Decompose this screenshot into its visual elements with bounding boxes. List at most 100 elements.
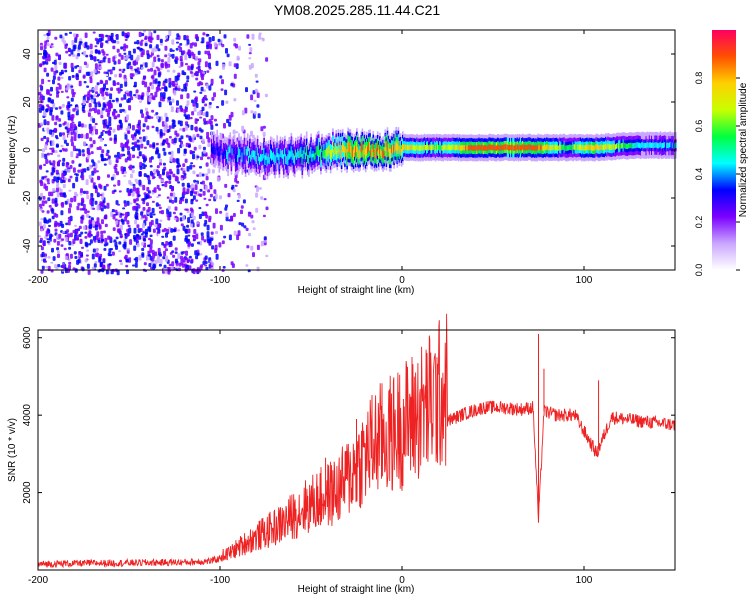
spectrogram-noise-cell (94, 186, 98, 189)
spectrogram-ridge-cell (404, 144, 406, 150)
spectrogram-noise-cell (175, 265, 179, 268)
spectrogram-noise-cell (129, 73, 133, 78)
spectrogram-noise-cell (61, 238, 65, 241)
spectrogram-noise-cell (199, 188, 203, 192)
spectrogram-noise-cell (87, 71, 91, 76)
spectrogram-noise-cell (43, 119, 47, 126)
spectrogram-noise-cell (144, 232, 148, 238)
spectrogram-noise-cell (165, 232, 168, 238)
spectrogram-noise-cell (116, 40, 120, 45)
spectrogram-noise-cell (221, 79, 224, 85)
spectrogram-noise-cell (121, 31, 125, 37)
spectrogram-noise-cell (163, 250, 167, 257)
spectrogram-ridge-cell (284, 148, 286, 157)
spectrogram-ridge-cell (552, 144, 555, 150)
spectrogram-noise-cell (66, 107, 70, 111)
spectrogram-noise-cell (162, 139, 166, 143)
spectrogram-noise-cell (83, 124, 87, 128)
spectrogram-noise-cell (183, 109, 187, 114)
spectrogram-ridge-cell (566, 145, 569, 151)
spectrogram-noise-cell (143, 238, 147, 242)
spectrogram-noise-cell (139, 41, 143, 46)
spectrogram-ridge-cell (359, 150, 361, 159)
spectrogram-noise-cell (136, 55, 140, 61)
spectrogram-noise-cell (157, 233, 161, 237)
spectrogram-noise-cell (180, 177, 184, 181)
spectrogram-noise-cell (146, 140, 150, 146)
spectrogram-noise-cell (209, 193, 213, 198)
spectrogram-noise-cell (129, 65, 133, 70)
spectrogram-noise-cell (131, 125, 135, 131)
spectrogram-noise-cell (263, 236, 267, 241)
spectrogram-noise-cell (156, 34, 160, 41)
spectrogram-noise-cell (201, 106, 205, 111)
colorbar-ticks: 0.00.20.40.60.8 (694, 72, 740, 276)
spectrogram-ridge-cell (405, 144, 407, 151)
spectrogram-noise-cell (120, 55, 124, 60)
spectrogram-ridge-cell (261, 154, 263, 162)
spectrogram-noise-cell (60, 210, 64, 216)
spectrogram-noise-cell (190, 243, 194, 247)
spectrogram-noise-cell (68, 203, 72, 208)
spectrogram-ridge-cell (559, 144, 561, 150)
spectrogram-noise-cell (115, 97, 119, 102)
spectrogram-noise-cell (255, 80, 259, 83)
spectrogram-noise-cell (82, 43, 86, 47)
spectrogram-ridge-cell (253, 150, 256, 160)
spectrogram-noise-cell (182, 127, 186, 132)
spectrogram-noise-cell (187, 217, 191, 223)
spectrogram-noise-cell (71, 67, 75, 73)
spectrogram-noise-cell (205, 120, 209, 125)
spectrogram-noise-cell (101, 238, 105, 242)
spectrogram-noise-cell (109, 127, 112, 131)
spectrogram-noise-cell (204, 255, 208, 260)
spectrogram-noise-cell (100, 207, 104, 212)
spectrogram-noise-cell (257, 113, 261, 119)
spectrogram-ridge-cell (629, 142, 631, 149)
spectrogram-ridge-cell (459, 145, 462, 151)
spectrogram-ridge-cell (604, 144, 606, 151)
spectrogram-noise-cell (260, 126, 264, 132)
spectrogram-ridge-cell (507, 145, 510, 151)
spectrogram-noise-cell (130, 134, 134, 139)
spectrogram-noise-cell (260, 240, 264, 247)
spectrogram-noise-cell (135, 181, 139, 184)
spectrogram-noise-cell (202, 146, 206, 151)
spectrogram-noise-cell (89, 137, 93, 142)
spectrogram-ridge-cell (245, 149, 248, 156)
spectrogram-noise-cell (195, 102, 199, 108)
spectrogram-noise-cell (94, 37, 98, 41)
spectrogram-noise-cell (90, 95, 94, 101)
spectrogram-noise-cell (211, 169, 215, 174)
spectrogram-noise-cell (47, 197, 51, 202)
spectrogram-ridge-cell (323, 148, 325, 156)
spectrogram-ridge-cell (418, 145, 420, 151)
spectrogram-noise-cell (45, 61, 49, 65)
spectrogram-noise-cell (46, 178, 50, 183)
spectrogram-noise-cell (77, 258, 81, 264)
spectrogram-noise-cell (142, 223, 145, 228)
spectrogram-ridge-cell (216, 142, 218, 151)
spectrogram-noise-cell (117, 124, 120, 131)
spectrogram-noise-cell (51, 115, 55, 121)
y-tick-label: 2000 (22, 481, 33, 504)
spectrogram-noise-cell (44, 200, 48, 204)
spectrogram-noise-cell (172, 173, 176, 178)
spectrogram-noise-cell (177, 181, 181, 184)
spectrogram-noise-cell (99, 88, 103, 94)
spectrogram-ridge-cell (420, 144, 423, 151)
spectrogram-ridge-cell (573, 144, 575, 150)
spectrogram-noise-cell (70, 151, 74, 158)
spectrogram-noise-cell (124, 171, 127, 174)
spectrogram-noise-cell (135, 211, 138, 215)
spectrogram-noise-cell (73, 33, 77, 38)
spectrogram-noise-cell (207, 143, 211, 147)
spectrogram-noise-cell (148, 263, 152, 267)
spectrogram-noise-cell (124, 216, 128, 222)
spectrogram-noise-cell (161, 242, 165, 246)
spectrogram-ridge-cell (363, 144, 366, 155)
spectrogram-noise-cell (181, 182, 185, 187)
spectrogram-noise-cell (206, 44, 210, 50)
spectrogram-noise-cell (38, 107, 42, 113)
spectrogram-ridge-cell (610, 144, 613, 150)
